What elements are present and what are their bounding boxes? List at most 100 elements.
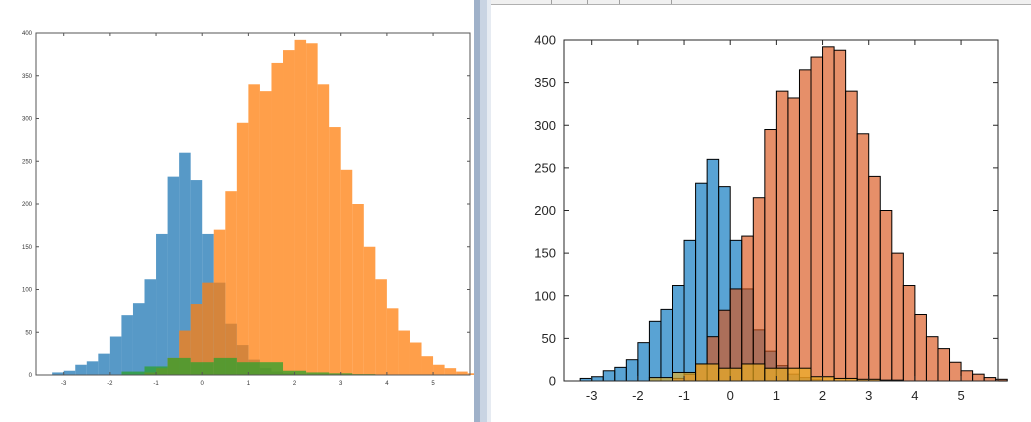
- x-tick-label: 3: [339, 381, 343, 387]
- histogram-bar-series-1: [822, 46, 835, 382]
- histogram-bar-series-2: [236, 362, 260, 375]
- histogram-bar-series-2: [306, 372, 330, 375]
- histogram-bar-series-1: [845, 90, 858, 382]
- histogram-bar-series-1: [925, 336, 939, 382]
- histogram-bar-series-0: [156, 233, 168, 375]
- y-tick-label: 50: [542, 331, 556, 346]
- histogram-bar-series-2: [259, 362, 284, 375]
- histogram-bar-series-1: [340, 169, 353, 375]
- histogram-bar-series-0: [648, 320, 662, 382]
- window-separator: [474, 0, 491, 422]
- left-figure-panel: -3 -2 -1 0 1 2 3 4 5 0 50 100 150 200 250 300 350 400: [0, 0, 474, 422]
- x-tick-label: 5: [957, 388, 964, 403]
- histogram-bar-series-2: [787, 367, 812, 382]
- histogram-bar-series-1: [833, 49, 847, 382]
- x-tick-label: 4: [385, 381, 389, 387]
- histogram-bar-series-1: [764, 129, 777, 382]
- histogram-bar-series-2: [648, 377, 674, 382]
- x-tick-label: 1: [773, 388, 780, 403]
- x-tick-label: -1: [153, 381, 159, 387]
- histogram-bar-series-1: [456, 371, 468, 375]
- y-tick-label: 300: [534, 118, 556, 133]
- histogram-bar-series-1: [271, 62, 284, 376]
- y-tick-label: 50: [25, 330, 32, 336]
- histogram-bar-series-1: [741, 235, 754, 382]
- histogram-bar-series-0: [625, 359, 639, 382]
- histogram-bar-series-1: [444, 368, 457, 375]
- histogram-bar-series-2: [213, 357, 237, 375]
- histogram-bar-series-1: [902, 285, 916, 382]
- histogram-bar-series-0: [672, 285, 685, 382]
- x-tick-label: -2: [632, 388, 644, 403]
- histogram-bar-series-0: [52, 372, 64, 375]
- histogram-bar-series-0: [109, 336, 122, 375]
- histogram-bar-series-1: [202, 282, 214, 375]
- histogram-bar-series-1: [375, 279, 387, 375]
- y-tick-label: 0: [549, 374, 556, 389]
- histogram-bar-series-1: [995, 378, 1008, 382]
- histogram-bar-series-0: [179, 152, 191, 375]
- histogram-bar-series-0: [637, 342, 650, 382]
- histogram-bar-series-1: [729, 288, 743, 382]
- histogram-bar-series-2: [121, 371, 145, 375]
- histogram-bar-series-0: [144, 279, 157, 375]
- histogram-bar-series-1: [236, 122, 249, 376]
- histogram-bar-series-1: [225, 191, 237, 375]
- histogram-bar-series-0: [190, 180, 203, 375]
- x-tick-label: 3: [865, 388, 872, 403]
- histogram-bar-series-1: [213, 229, 226, 375]
- y-tick-label: 400: [22, 31, 33, 37]
- histogram-bar-series-1: [879, 210, 893, 382]
- histogram-bar-series-1: [433, 364, 445, 375]
- histogram-bar-series-1: [317, 84, 330, 376]
- histogram-bar-series-1: [467, 373, 474, 375]
- histogram-bar-series-1: [810, 56, 824, 382]
- separator-shadow: [474, 0, 480, 422]
- histogram-bar-series-0: [614, 366, 627, 382]
- histogram-bar-series-0: [86, 361, 99, 375]
- histogram-bar-series-0: [167, 176, 180, 375]
- x-tick-label: -2: [107, 381, 113, 387]
- histogram-bar-series-1: [937, 348, 951, 382]
- histogram-bar-series-0: [695, 182, 708, 382]
- histogram-bar-series-1: [248, 84, 260, 376]
- histogram-bar-series-1: [398, 330, 410, 375]
- y-tick-label: 300: [22, 117, 33, 123]
- y-tick-label: 150: [534, 246, 556, 261]
- histogram-bar-series-1: [409, 342, 422, 375]
- histogram-bar-series-1: [972, 373, 985, 382]
- y-tick-label: 150: [22, 245, 33, 251]
- histogram-bar-series-1: [421, 356, 434, 375]
- histogram-bar-series-2: [167, 357, 191, 375]
- x-tick-label: 0: [201, 381, 205, 387]
- window-toolbar-strip: [491, 0, 1031, 5]
- histogram-bar-series-1: [190, 304, 203, 375]
- y-tick-label: 200: [534, 203, 556, 218]
- x-tick-label: -3: [61, 381, 67, 387]
- histogram-bar-series-0: [602, 370, 616, 382]
- histogram-bar-series-1: [949, 361, 962, 382]
- x-tick-label: -3: [586, 388, 598, 403]
- histogram-bar-series-1: [856, 133, 870, 382]
- y-tick-label: 100: [534, 288, 556, 303]
- y-tick-label: 400: [534, 33, 556, 48]
- histogram-bar-series-2: [741, 363, 766, 382]
- histogram-bar-series-1: [787, 97, 800, 382]
- histogram-bar-series-2: [190, 362, 214, 375]
- y-tick-label: 100: [22, 288, 33, 294]
- histogram-bar-series-1: [983, 377, 997, 382]
- x-tick-label: 0: [727, 388, 734, 403]
- y-tick-label: 250: [534, 160, 556, 175]
- histogram-bar-series-1: [283, 50, 295, 375]
- bars-group: [52, 39, 474, 376]
- histogram-bar-series-1: [294, 39, 307, 376]
- histogram-bar-series-1: [891, 252, 904, 382]
- histogram-bar-series-0: [75, 364, 87, 375]
- histogram-bar-series-1: [960, 370, 974, 382]
- histogram-bar-series-1: [752, 197, 766, 382]
- histogram-bar-series-0: [63, 370, 76, 375]
- x-tick-label: -1: [678, 388, 690, 403]
- x-tick-label: 2: [293, 381, 297, 387]
